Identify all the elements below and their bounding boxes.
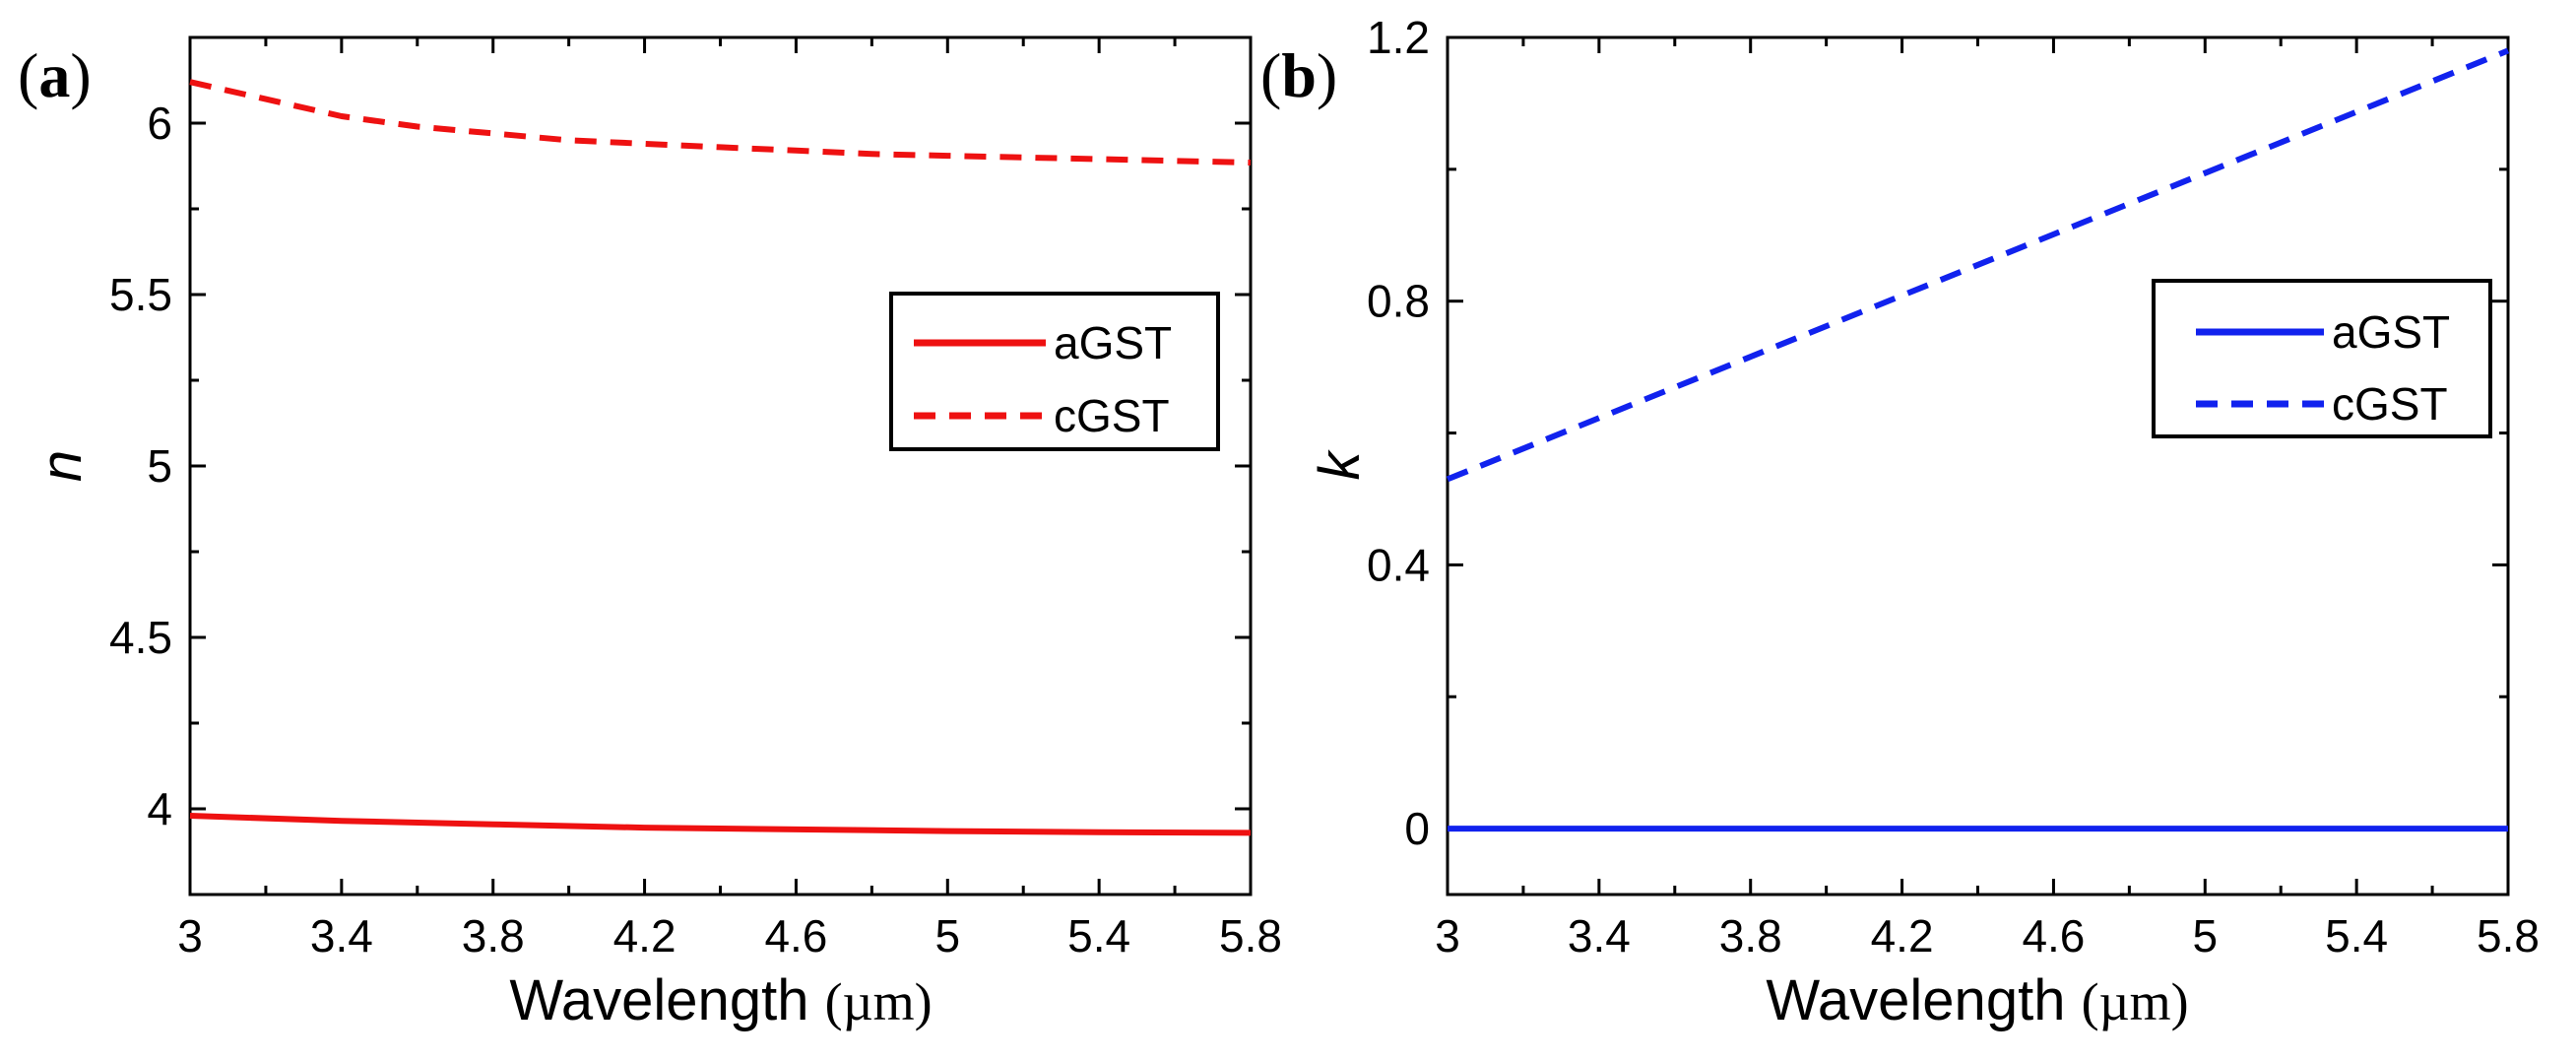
panel-b-plot-frame [1446, 35, 2510, 896]
panel-a-x-axis-title: Wavelength (µm) [509, 968, 932, 1032]
panel-b-tick-labels: 3 3.4 3.8 4.2 4.6 5 5.4 5.8 0 0.4 0.8 1.2 [1367, 12, 2540, 962]
panel-a-series-cgst [189, 79, 1252, 166]
panel-a-y-tick-label: 4.5 [109, 612, 172, 663]
panel-a-ticks [188, 35, 1253, 896]
panel-a-x-tick-label: 3.8 [462, 910, 525, 962]
panel-a-x-tick-label: 5.4 [1067, 910, 1130, 962]
panel-b-y-tick-label: 0.8 [1367, 276, 1430, 327]
panel-b-x-tick-label: 5.8 [2477, 910, 2540, 962]
panel-b-chart: (b) 3 3.4 3.8 4.2 4.6 5 5.4 5.8 0 0.4 0.8 1.2 Wavel… [1260, 12, 2540, 1032]
panel-a-legend-box [889, 292, 1220, 451]
panel-b-y-axis-title: k [1308, 449, 1372, 481]
panel-a-x-tick-label: 5 [934, 910, 960, 962]
panel-b-y-tick-label: 1.2 [1367, 12, 1430, 63]
panel-a-legend: aGST cGST [889, 292, 1220, 451]
panel-b-series-cgst [1446, 47, 2510, 483]
panel-b-x-tick-label: 3 [1435, 910, 1460, 962]
panel-a-x-tick-label: 3.4 [310, 910, 373, 962]
panel-a-series-agst [189, 813, 1252, 836]
panel-a-y-tick-label: 5.5 [109, 269, 172, 320]
panel-b-x-tick-label: 4.2 [1871, 910, 1934, 962]
panel-a-x-tick-label: 4.6 [764, 910, 827, 962]
panel-b-legend-label-cgst: cGST [2332, 378, 2448, 430]
panel-b-x-tick-label: 3.4 [1568, 910, 1631, 962]
panel-b-label: (b) [1260, 40, 1337, 110]
panel-a-legend-label-agst: aGST [1054, 317, 1172, 368]
panel-a-plot-frame [188, 35, 1253, 896]
panel-b-legend-box [2152, 279, 2492, 438]
panel-b-y-tick-label: 0 [1404, 803, 1430, 854]
panel-b-legend: aGST cGST [2152, 279, 2492, 438]
panel-b-series [1446, 47, 2510, 832]
panel-b-x-tick-label: 5.4 [2325, 910, 2388, 962]
panel-b-legend-label-agst: aGST [2332, 306, 2450, 358]
panel-b-x-tick-label: 5 [2192, 910, 2218, 962]
panel-a-series [189, 79, 1252, 836]
panel-a-legend-label-cgst: cGST [1054, 390, 1170, 441]
panel-b-x-axis-title: Wavelength (µm) [1766, 968, 2188, 1032]
panel-a-label: (a) [18, 40, 92, 110]
panel-a-y-tick-label: 5 [147, 440, 172, 492]
panel-b-y-tick-label: 0.4 [1367, 539, 1430, 590]
panel-b-x-tick-label: 4.6 [2022, 910, 2085, 962]
panel-a-y-axis-title: n [30, 450, 94, 482]
panel-a-x-tick-label: 3 [177, 910, 203, 962]
panel-a-y-tick-label: 6 [147, 98, 172, 149]
panel-a-tick-labels: 3 3.4 3.8 4.2 4.6 5 5.4 5.8 4 4.5 5 5.5 6 [109, 98, 1282, 962]
panel-a-chart: (a) 3 3.4 3.8 4.2 4.6 5 5.4 5.8 4 4.5 5 5.5 6 Wavele… [18, 35, 1282, 1032]
panel-a-y-tick-label: 4 [147, 783, 172, 834]
panel-a-x-tick-label: 4.2 [613, 910, 676, 962]
panel-a-x-tick-label: 5.8 [1219, 910, 1282, 962]
panel-b-ticks [1446, 35, 2510, 895]
panel-b-x-tick-label: 3.8 [1719, 910, 1782, 962]
